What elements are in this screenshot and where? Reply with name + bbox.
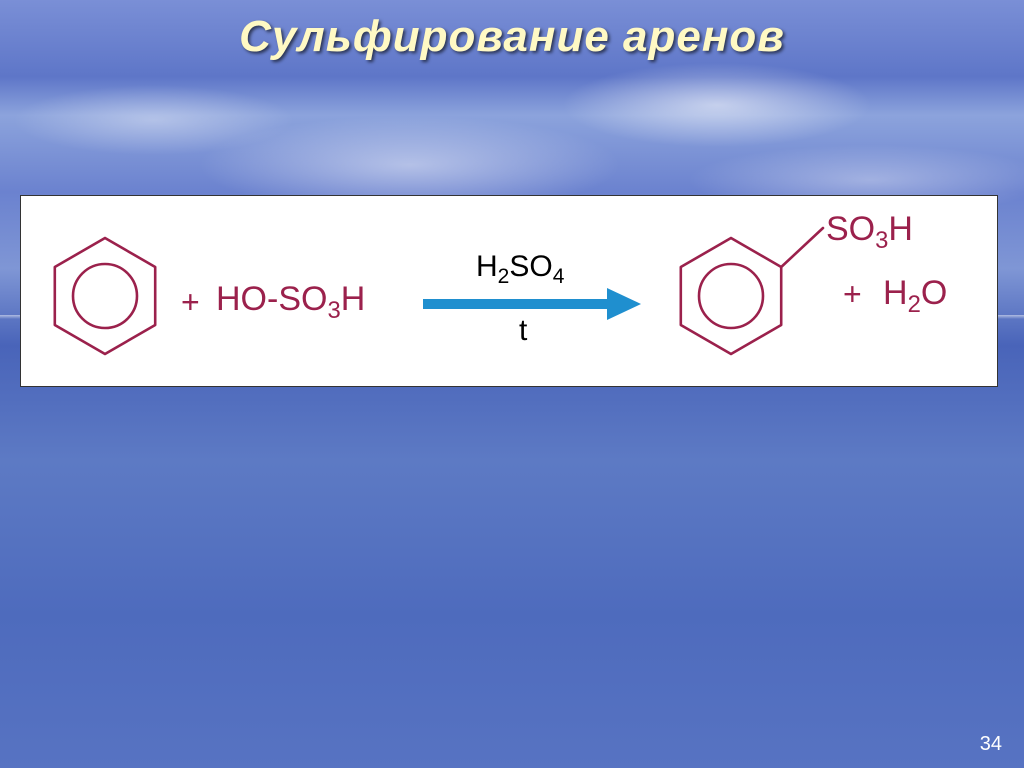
reaction-diagram: + HO-SO3H H2SO4 t SO3H + H2O [21, 196, 997, 386]
benzene-reactant [55, 238, 155, 354]
page-number: 34 [980, 733, 1002, 756]
reaction-arrow [423, 288, 641, 320]
plus-sign-2: + [843, 276, 862, 313]
slide: Сульфирование аренов + HO-SO3H H2SO4 t S… [0, 0, 1024, 768]
substituent-label: SO3H [826, 210, 913, 249]
arrow-condition-bottom: t [519, 314, 527, 348]
byproduct-formula: H2O [883, 274, 947, 313]
slide-title: Сульфирование аренов [0, 12, 1024, 62]
plus-sign-1: + [181, 284, 200, 321]
arrow-condition-top: H2SO4 [476, 250, 564, 284]
reagent-formula: HO-SO3H [216, 280, 365, 319]
benzene-product [681, 228, 823, 354]
reaction-panel: + HO-SO3H H2SO4 t SO3H + H2O [20, 195, 998, 387]
